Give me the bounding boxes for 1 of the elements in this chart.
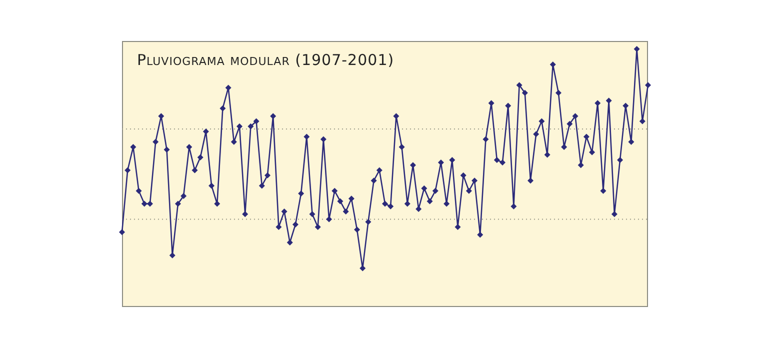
chart-title: Pluviograma modular (1907-2001) — [137, 51, 394, 69]
